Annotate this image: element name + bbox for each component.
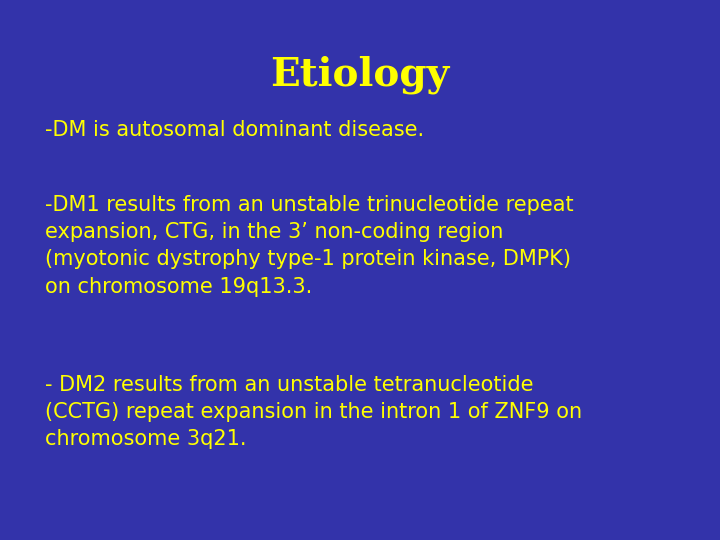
Text: -DM is autosomal dominant disease.: -DM is autosomal dominant disease. [45,120,424,140]
Text: Etiology: Etiology [271,55,449,93]
Text: - DM2 results from an unstable tetranucleotide
(CCTG) repeat expansion in the in: - DM2 results from an unstable tetranucl… [45,375,582,449]
Text: -DM1 results from an unstable trinucleotide repeat
expansion, CTG, in the 3’ non: -DM1 results from an unstable trinucleot… [45,195,574,296]
